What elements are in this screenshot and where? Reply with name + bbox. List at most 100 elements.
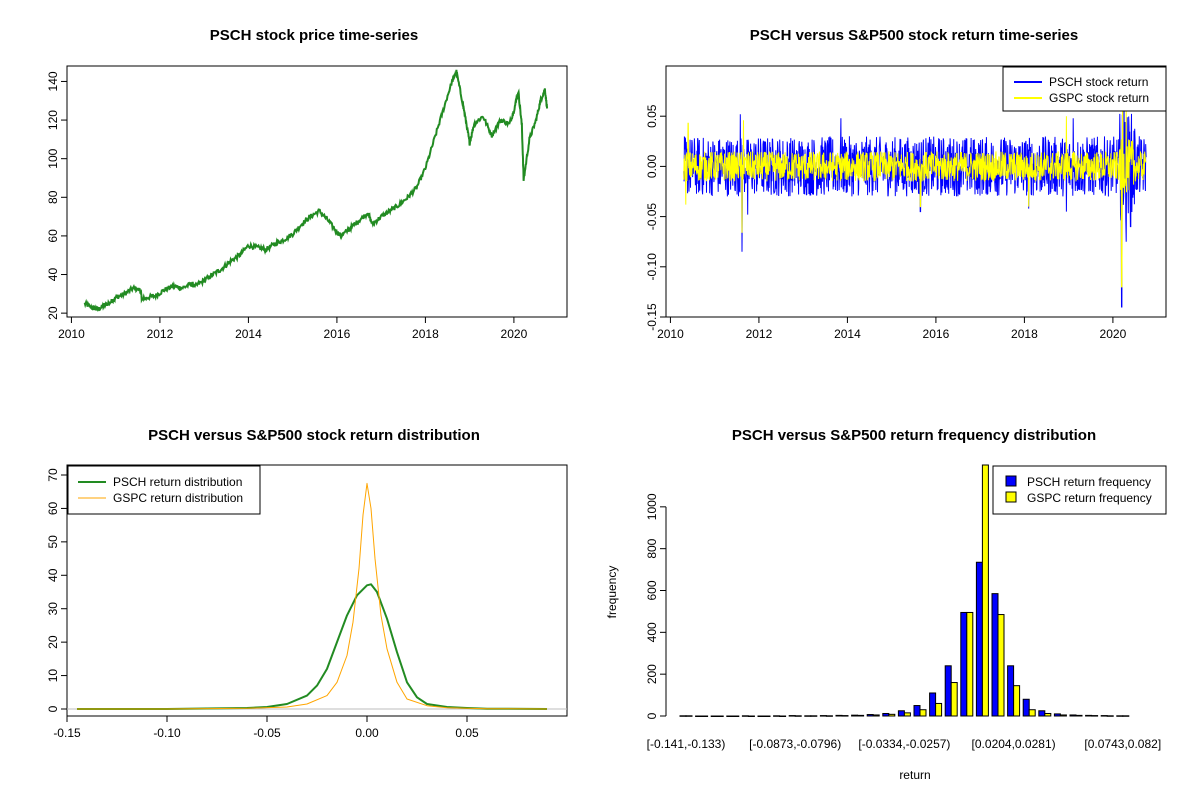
frequency-x-tick-label: [0.0204,0.0281) xyxy=(972,737,1056,751)
price-x-tick-label: 2016 xyxy=(324,327,351,341)
returns-y-tick-label: -0.05 xyxy=(645,203,659,231)
gspc-frequency-bar xyxy=(1122,715,1130,717)
returns-chart: PSCH versus S&P500 stock return time-ser… xyxy=(645,27,1167,341)
returns-series xyxy=(683,75,1147,308)
density-x-tick-label: 0.05 xyxy=(455,726,479,740)
density-y-tick-label: 70 xyxy=(46,468,60,482)
legend-label-gspc-frequency: GSPC return frequency xyxy=(1027,491,1152,505)
psch-frequency-bar xyxy=(1038,710,1046,717)
psch-frequency-bar xyxy=(960,611,968,717)
frequency-x-axis: [-0.141,-0.133) [-0.0873,-0.0796) [-0.0334… xyxy=(647,737,1162,751)
returns-y-tick-label: -0.15 xyxy=(645,303,659,331)
price-y-tick-label: 80 xyxy=(46,190,60,204)
psch-return-line xyxy=(683,86,1147,308)
legend-label-gspc-return: GSPC stock return xyxy=(1049,91,1149,105)
psch-frequency-bar xyxy=(929,692,937,717)
gspc-frequency-bar xyxy=(732,715,740,717)
returns-y-tick-label: 0.05 xyxy=(645,104,659,128)
legend-label-psch-return: PSCH stock return xyxy=(1049,75,1148,89)
psch-frequency-bar xyxy=(710,715,718,717)
psch-frequency-bar xyxy=(1069,714,1077,717)
returns-x-tick-label: 2014 xyxy=(834,327,861,341)
psch-frequency-bar xyxy=(882,712,890,717)
price-line xyxy=(83,69,549,312)
frequency-y-tick-label: 200 xyxy=(645,664,659,684)
psch-frequency-bar xyxy=(897,710,905,717)
gspc-frequency-bar xyxy=(935,702,943,717)
gspc-frequency-bar xyxy=(997,614,1005,717)
psch-frequency-bar xyxy=(726,715,734,717)
gspc-frequency-bar xyxy=(794,715,802,717)
density-legend: PSCH return distribution GSPC return dis… xyxy=(67,465,261,515)
gspc-frequency-bar xyxy=(1091,715,1099,717)
frequency-legend: PSCH return frequency GSPC return freque… xyxy=(992,465,1167,515)
density-x-tick-label: 0.00 xyxy=(355,726,379,740)
gspc-frequency-bar xyxy=(747,715,755,717)
gspc-frequency-bar xyxy=(685,715,693,717)
price-y-tick-label: 60 xyxy=(46,229,60,243)
psch-density-line xyxy=(77,583,548,710)
gspc-frequency-bar xyxy=(857,714,865,717)
frequency-x-tick-label: [-0.0334,-0.0257) xyxy=(858,737,950,751)
price-x-axis: 2010 2012 2014 2016 2018 2020 xyxy=(58,316,528,341)
frequency-chart: PSCH versus S&P500 return frequency dist… xyxy=(605,427,1167,782)
gspc-frequency-bar xyxy=(919,709,927,717)
density-y-tick-label: 20 xyxy=(46,635,60,649)
price-x-tick-label: 2010 xyxy=(58,327,85,341)
frequency-x-tick-label: [-0.0873,-0.0796) xyxy=(749,737,841,751)
psch-frequency-bar xyxy=(695,715,703,717)
psch-frequency-bar xyxy=(1085,714,1093,717)
gspc-frequency-bar xyxy=(981,464,989,717)
returns-y-tick-label: -0.10 xyxy=(645,253,659,281)
psch-frequency-bar xyxy=(757,715,765,717)
psch-frequency-bar xyxy=(679,715,687,717)
frequency-y-axis: 0 200 400 600 800 1000 xyxy=(645,493,667,719)
psch-frequency-bar xyxy=(1116,715,1124,717)
frequency-y-tick-label: 1000 xyxy=(645,493,659,520)
gspc-frequency-bar xyxy=(810,715,818,717)
psch-frequency-bar xyxy=(1100,715,1108,717)
frequency-legend-box xyxy=(992,465,1167,515)
price-y-tick-label: 100 xyxy=(46,148,60,168)
density-y-tick-label: 50 xyxy=(46,535,60,549)
frequency-y-tick-label: 400 xyxy=(645,622,659,642)
density-y-axis: 0 10 20 30 40 50 60 70 xyxy=(46,468,68,712)
gspc-frequency-bar xyxy=(950,682,958,717)
frequency-chart-title: PSCH versus S&P500 return frequency dist… xyxy=(732,427,1096,444)
density-chart-title: PSCH versus S&P500 stock return distribu… xyxy=(148,427,480,444)
density-chart: PSCH versus S&P500 stock return distribu… xyxy=(46,427,568,740)
legend-swatch-gspc-freq xyxy=(1005,491,1017,503)
psch-frequency-bar xyxy=(835,714,843,717)
price-chart: PSCH stock price time-series 2010 2012 201… xyxy=(46,27,568,341)
psch-frequency-bar xyxy=(851,714,859,717)
price-x-tick-label: 2012 xyxy=(147,327,174,341)
gspc-return-line xyxy=(683,75,1147,288)
gspc-frequency-bar xyxy=(966,611,974,717)
psch-frequency-bar xyxy=(944,665,952,717)
returns-x-tick-label: 2010 xyxy=(657,327,684,341)
returns-y-axis: -0.15 -0.10 -0.05 0.00 0.05 xyxy=(645,104,667,331)
returns-y-tick-label: 0.00 xyxy=(645,154,659,178)
gspc-frequency-bar xyxy=(888,713,896,717)
frequency-y-tick-label: 600 xyxy=(645,580,659,600)
density-y-tick-label: 40 xyxy=(46,568,60,582)
density-y-tick-label: 0 xyxy=(46,705,60,712)
gspc-frequency-bar xyxy=(763,715,771,717)
frequency-x-tick-label: [-0.141,-0.133) xyxy=(647,737,726,751)
returns-x-tick-label: 2012 xyxy=(746,327,773,341)
returns-legend: PSCH stock return GSPC stock return xyxy=(1002,66,1167,112)
returns-x-tick-label: 2018 xyxy=(1011,327,1038,341)
price-x-tick-label: 2020 xyxy=(501,327,528,341)
density-x-tick-label: -0.05 xyxy=(253,726,281,740)
psch-frequency-bar xyxy=(819,715,827,717)
frequency-bars xyxy=(679,464,1130,717)
price-y-axis: 20 40 60 80 100 120 140 xyxy=(46,71,68,320)
legend-label-gspc-distribution: GSPC return distribution xyxy=(113,491,243,505)
price-chart-title: PSCH stock price time-series xyxy=(210,27,418,44)
frequency-y-tick-label: 800 xyxy=(645,538,659,558)
psch-frequency-bar xyxy=(866,714,874,717)
frequency-y-label: frequency xyxy=(605,566,619,619)
psch-frequency-bar xyxy=(975,561,983,717)
legend-label-psch-frequency: PSCH return frequency xyxy=(1027,475,1151,489)
